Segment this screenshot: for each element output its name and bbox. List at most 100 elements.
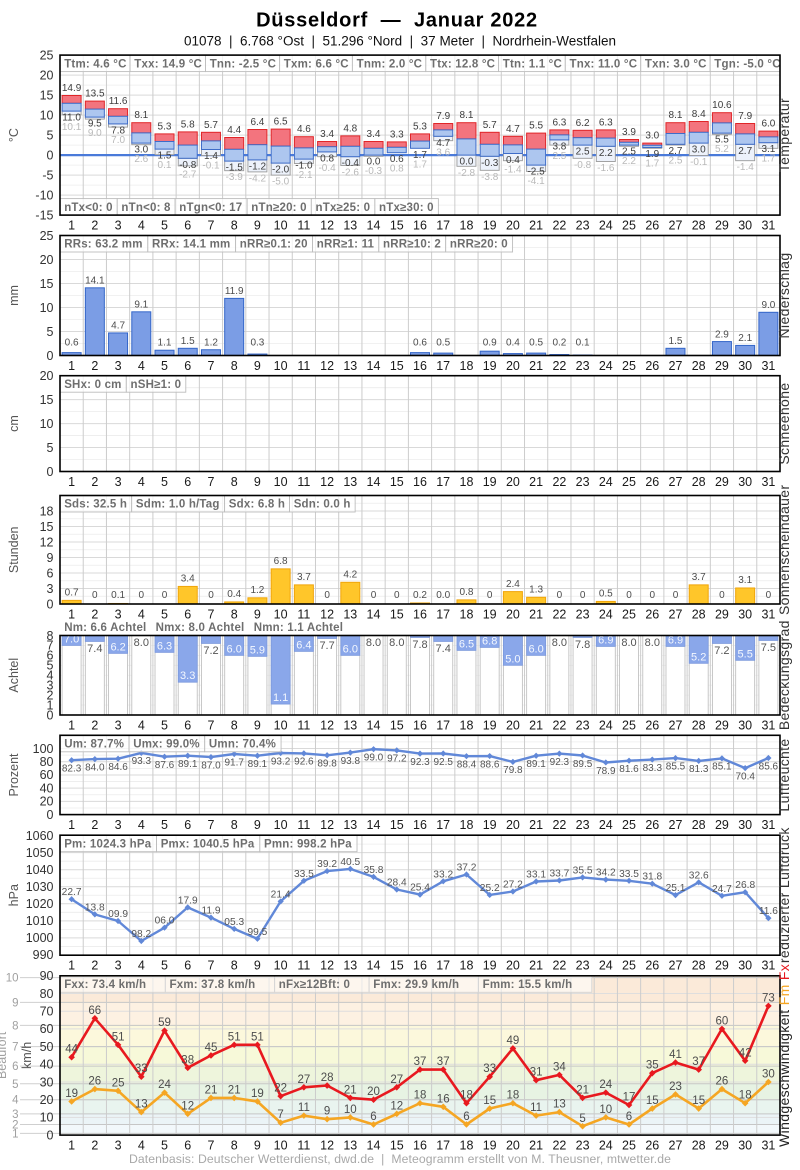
svg-text:15: 15 [390,818,404,832]
svg-text:10: 10 [274,1138,288,1152]
svg-text:09.9: 09.9 [108,909,128,920]
svg-text:25: 25 [622,218,636,232]
svg-text:38: 38 [181,1054,194,1066]
svg-text:16: 16 [413,607,427,621]
svg-text:1030: 1030 [26,880,54,894]
svg-text:23: 23 [576,718,590,732]
svg-text:26: 26 [645,218,659,232]
svg-text:27: 27 [669,475,683,489]
svg-text:nTgn<0: 17: nTgn<0: 17 [179,202,242,214]
svg-text:24: 24 [599,1138,613,1152]
svg-text:22: 22 [552,959,566,973]
svg-text:0: 0 [162,590,168,601]
svg-text:11: 11 [297,359,310,373]
svg-text:26: 26 [645,607,659,621]
svg-text:21: 21 [529,359,543,373]
svg-text:2.7: 2.7 [738,146,752,157]
svg-text:30: 30 [738,818,752,832]
svg-text:44: 44 [65,1044,78,1056]
svg-text:90: 90 [40,969,54,983]
svg-text:-2.1: -2.1 [295,170,313,181]
svg-text:6: 6 [370,1111,376,1123]
svg-text:9: 9 [254,218,261,232]
svg-text:1020: 1020 [26,897,54,911]
svg-text:21: 21 [344,1084,357,1096]
svg-text:0: 0 [766,590,772,601]
svg-text:6.8: 6.8 [274,556,288,567]
svg-text:1.1: 1.1 [158,338,172,349]
svg-text:10.6: 10.6 [712,100,732,111]
svg-text:14: 14 [367,1138,381,1152]
svg-text:26: 26 [645,959,659,973]
svg-text:2.5: 2.5 [622,147,636,158]
svg-text:85.6: 85.6 [759,761,779,772]
svg-text:26: 26 [645,818,659,832]
svg-text:17: 17 [436,959,450,973]
svg-text:16: 16 [413,359,427,373]
svg-text:2: 2 [91,475,98,489]
svg-text:Txn: 3.0 °C: Txn: 3.0 °C [645,58,707,70]
svg-text:Ttn: 1.1 °C: Ttn: 1.1 °C [503,58,562,70]
svg-text:78.9: 78.9 [596,766,616,777]
svg-text:cm: cm [7,415,21,432]
svg-text:14: 14 [367,818,381,832]
svg-text:7.4: 7.4 [87,643,102,655]
svg-text:-0.4: -0.4 [318,163,336,174]
svg-text:-4.1: -4.1 [527,176,545,187]
svg-text:15: 15 [40,88,54,102]
svg-text:33.7: 33.7 [549,869,569,880]
svg-text:0: 0 [580,590,586,601]
svg-text:6: 6 [184,1138,191,1152]
svg-text:3: 3 [12,1109,18,1121]
svg-text:30: 30 [738,359,752,373]
svg-text:6.0: 6.0 [227,643,242,655]
svg-text:19: 19 [251,1088,264,1100]
svg-text:9: 9 [254,607,261,621]
svg-text:11.6: 11.6 [109,96,128,107]
svg-text:23: 23 [576,1138,590,1152]
svg-text:30: 30 [738,218,752,232]
svg-text:21: 21 [529,475,543,489]
svg-text:99.5: 99.5 [247,927,267,938]
svg-text:18: 18 [40,504,54,518]
svg-text:13: 13 [343,475,357,489]
svg-text:0: 0 [47,808,54,822]
svg-text:7.2: 7.2 [714,645,729,657]
svg-text:5.7: 5.7 [483,120,497,131]
svg-text:-1.4: -1.4 [504,165,522,176]
svg-text:2: 2 [91,718,98,732]
svg-text:24.7: 24.7 [712,884,732,895]
svg-text:60: 60 [716,1015,729,1027]
svg-text:2.5: 2.5 [669,155,683,166]
svg-text:18: 18 [414,1090,427,1102]
svg-text:25: 25 [40,48,54,62]
svg-text:39.2: 39.2 [317,859,337,870]
svg-text:21: 21 [228,1084,241,1096]
svg-text:7: 7 [208,959,215,973]
svg-text:18: 18 [460,607,474,621]
svg-text:50: 50 [40,1040,54,1054]
svg-text:8: 8 [231,959,238,973]
svg-text:9: 9 [254,818,261,832]
svg-text:98.2: 98.2 [131,929,151,940]
svg-text:20: 20 [506,718,520,732]
svg-text:28: 28 [692,1138,706,1152]
svg-text:13: 13 [343,359,357,373]
svg-text:20: 20 [506,475,520,489]
svg-text:5: 5 [47,441,54,455]
svg-text:2: 2 [47,688,54,702]
svg-text:0.0: 0.0 [436,590,450,601]
svg-text:17: 17 [623,1092,636,1104]
svg-text:15: 15 [646,1095,659,1107]
svg-text:5: 5 [161,359,168,373]
svg-text:10: 10 [274,218,288,232]
svg-text:0: 0 [557,590,563,601]
svg-text:4.8: 4.8 [343,123,357,134]
svg-text:11.9: 11.9 [225,286,244,297]
svg-text:24: 24 [599,475,613,489]
svg-text:Fxx: 73.4 km/h: Fxx: 73.4 km/h [64,979,146,991]
svg-text:23: 23 [576,218,590,232]
svg-text:nRR≥0.1: 20: nRR≥0.1: 20 [240,239,308,251]
svg-text:12: 12 [181,1100,194,1112]
svg-text:0: 0 [394,590,400,601]
